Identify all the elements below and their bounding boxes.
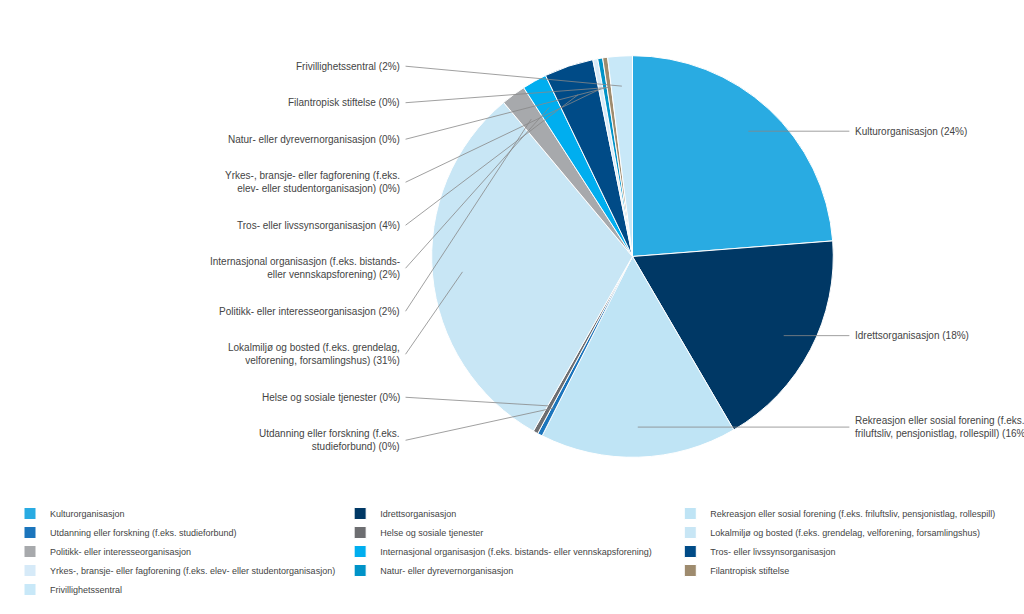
svg-text:Idrettsorganisasjon: Idrettsorganisasjon	[380, 509, 456, 519]
svg-text:Kulturorganisasjon: Kulturorganisasjon	[50, 509, 125, 519]
svg-text:Idrettsorganisasjon (18%): Idrettsorganisasjon (18%)	[855, 330, 969, 341]
svg-text:Filantropisk stiftelse: Filantropisk stiftelse	[710, 566, 789, 576]
svg-text:Helse og sosiale tjenester (0%: Helse og sosiale tjenester (0%)	[262, 392, 400, 403]
svg-text:Natur- eller dyrevernorganisas: Natur- eller dyrevernorganisasjon	[380, 566, 513, 576]
svg-text:Lokalmiljø og bosted (f.eks. g: Lokalmiljø og bosted (f.eks. grendelag,v…	[228, 342, 400, 366]
svg-text:Frivillighetssentral (2%): Frivillighetssentral (2%)	[296, 61, 400, 72]
svg-text:Politikk- eller interesseorgan: Politikk- eller interesseorganisasjon	[50, 547, 191, 557]
svg-text:Frivillighetssentral: Frivillighetssentral	[50, 585, 122, 595]
svg-text:Internasjonal organisasjon (f.: Internasjonal organisasjon (f.eks. bista…	[210, 256, 400, 280]
svg-text:Filantropisk stiftelse (0%): Filantropisk stiftelse (0%)	[288, 97, 400, 108]
svg-text:Helse og sosiale tjenester: Helse og sosiale tjenester	[380, 528, 483, 538]
svg-text:Politikk- eller interesseorgan: Politikk- eller interesseorganisasjon (2…	[219, 306, 400, 317]
svg-text:Rekreasjon eller sosial foreni: Rekreasjon eller sosial forening (f.eks.…	[855, 415, 1024, 439]
svg-text:Tros- eller livssynsorganisasj: Tros- eller livssynsorganisasjon (4%)	[237, 220, 400, 231]
svg-text:Rekreasjon eller sosial foreni: Rekreasjon eller sosial forening (f.eks.…	[710, 509, 995, 519]
svg-text:Tros- eller livssynsorganisasj: Tros- eller livssynsorganisasjon	[710, 547, 835, 557]
svg-text:Utdanning eller forskning (f.e: Utdanning eller forskning (f.eks.studief…	[259, 428, 400, 452]
svg-text:Internasjonal organisasjon (f.: Internasjonal organisasjon (f.eks. bista…	[380, 547, 652, 557]
svg-text:Yrkes-, bransje- eller fagfore: Yrkes-, bransje- eller fagforening (f.ek…	[50, 566, 335, 576]
svg-text:Kulturorganisasjon (24%): Kulturorganisasjon (24%)	[855, 126, 967, 137]
svg-text:Natur- eller dyrevernorganisas: Natur- eller dyrevernorganisasjon (0%)	[228, 134, 400, 145]
svg-text:Yrkes-, bransje- eller fagfore: Yrkes-, bransje- eller fagforening (f.ek…	[225, 170, 400, 194]
svg-text:Lokalmiljø og bosted (f.eks. g: Lokalmiljø og bosted (f.eks. grendelag, …	[710, 528, 980, 538]
svg-text:Utdanning eller forskning (f.e: Utdanning eller forskning (f.eks. studie…	[50, 528, 237, 538]
